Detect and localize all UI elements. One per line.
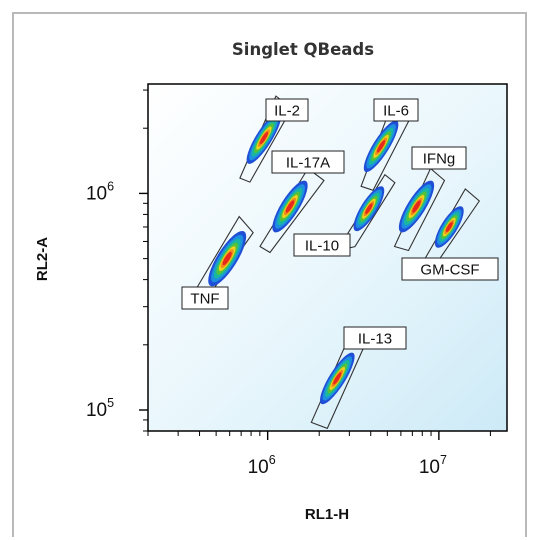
y-axis-label: RL2-A <box>34 237 51 281</box>
figure-frame: Singlet QBeads IL-2 IL-6 IL-17A IFNg IL-10 GM… <box>12 12 527 537</box>
density-ring <box>333 372 342 385</box>
population-il-13 <box>320 352 355 405</box>
label-box-il-10 <box>293 233 351 257</box>
density-ring <box>259 131 269 145</box>
label-box-tnf <box>181 286 229 310</box>
label-box-gm-csf <box>401 257 499 281</box>
density-ring <box>285 200 295 213</box>
x-tick-label: 107 <box>419 453 447 478</box>
population-tnf <box>208 230 247 287</box>
label-il-17a: IL-17A <box>286 155 330 172</box>
labels-layer: IL-2 IL-6 IL-17A IFNg IL-10 GM-CSF TNF IL-13 <box>181 98 499 350</box>
density-ring <box>365 203 373 215</box>
x-tick-label: 106 <box>248 453 276 478</box>
chart-title: Singlet QBeads <box>232 40 374 59</box>
density-ring <box>222 251 232 266</box>
label-il-2: IL-2 <box>274 103 300 120</box>
population-ifng <box>398 180 435 233</box>
population-il-10 <box>353 186 385 232</box>
population-il-2 <box>246 112 282 164</box>
ticks-layer: 106 107 105 106 <box>86 89 491 478</box>
population-gm-csf <box>434 206 464 248</box>
label-il-13: IL-13 <box>358 331 392 348</box>
label-box-il-2 <box>265 98 309 122</box>
y-tick-label: 105 <box>86 396 114 421</box>
density-ring <box>412 200 421 213</box>
populations-layer <box>208 112 464 405</box>
label-box-il-17a <box>271 150 345 174</box>
label-box-il-13 <box>343 326 407 350</box>
label-box-il-6 <box>373 98 419 122</box>
density-ring <box>376 140 386 153</box>
population-il-17a <box>272 180 308 233</box>
label-gm-csf: GM-CSF <box>420 262 479 279</box>
label-il-10: IL-10 <box>305 238 339 255</box>
y-tick-label: 106 <box>86 179 114 204</box>
x-axis-label: RL1-H <box>305 506 349 523</box>
label-tnf: TNF <box>190 291 219 308</box>
density-ring <box>445 221 453 233</box>
label-ifng: IFNg <box>423 151 456 168</box>
population-il-6 <box>363 120 399 173</box>
label-il-6: IL-6 <box>383 103 409 120</box>
chart: Singlet QBeads IL-2 IL-6 IL-17A IFNg IL-10 GM… <box>34 40 508 523</box>
label-box-ifng <box>411 146 467 170</box>
